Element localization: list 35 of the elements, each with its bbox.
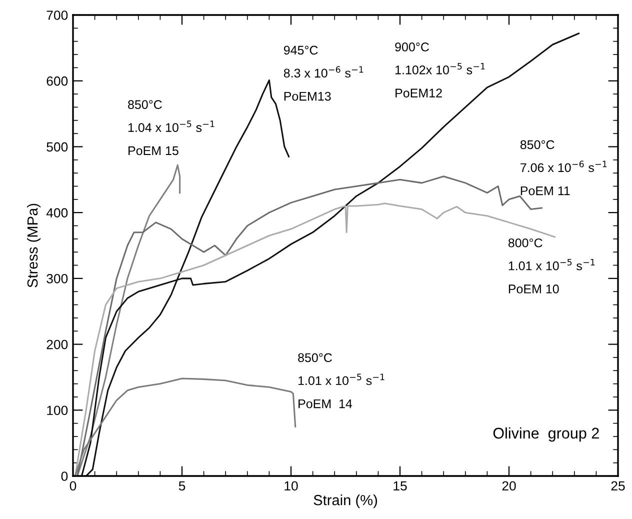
annotation: PoEM 14 [298, 399, 352, 408]
y-tick-label: 600 [46, 76, 68, 86]
y-tick-label: 700 [46, 10, 68, 20]
annotation: 850°C [128, 100, 162, 110]
y-tick-label: 500 [46, 142, 68, 152]
annotation: 7.06 x 10$^{−6}$ s$^{−1}$ [520, 160, 607, 172]
y-tick-label: 200 [46, 340, 68, 350]
annotation: PoEM12 [396, 88, 442, 98]
x-tick-label: 5 [178, 481, 186, 491]
annotation: 800°C [508, 238, 542, 248]
annotation: 945°C [284, 46, 318, 55]
annotation: 1.01 x 10$^{−5}$ s$^{−1}$ [508, 258, 595, 270]
annotation: Olivine group 2 [493, 427, 599, 442]
y-tick-label: 300 [46, 274, 68, 284]
x-tick-label: 10 [284, 481, 298, 491]
x-tick-label: 0 [70, 481, 76, 491]
annotation: 1.04 x 10$^{−5}$ s$^{−1}$ [128, 120, 214, 132]
annotation: PoEM 10 [508, 284, 559, 294]
annotation: PoEM 11 [520, 186, 570, 196]
annotation: 850°C [298, 353, 332, 362]
y-axis-title: Stress (MPa) [26, 204, 41, 288]
y-tick-label: 100 [47, 406, 68, 416]
annotation: 850°C [520, 140, 554, 150]
annotation: PoEM13 [284, 92, 331, 101]
x-tick-label: 15 [394, 481, 407, 491]
x-axis-title: Strain (%) [314, 494, 378, 508]
x-tick-label: 25 [611, 481, 625, 491]
y-tick-label: 0 [61, 472, 68, 481]
annotation: PoEM 15 [128, 146, 178, 156]
y-tick-label: 400 [46, 208, 68, 218]
annotation: 1.01 x 10$^{−5}$ s$^{−1}$ [298, 374, 384, 386]
annotation: 900°C [395, 42, 429, 52]
annotation: 8.3 x 10$^{−6}$ s$^{−1}$ [284, 66, 364, 78]
annotation: 1.102x 10$^{−5}$ s$^{−1}$ [396, 63, 485, 74]
x-tick-label: 20 [502, 481, 516, 491]
